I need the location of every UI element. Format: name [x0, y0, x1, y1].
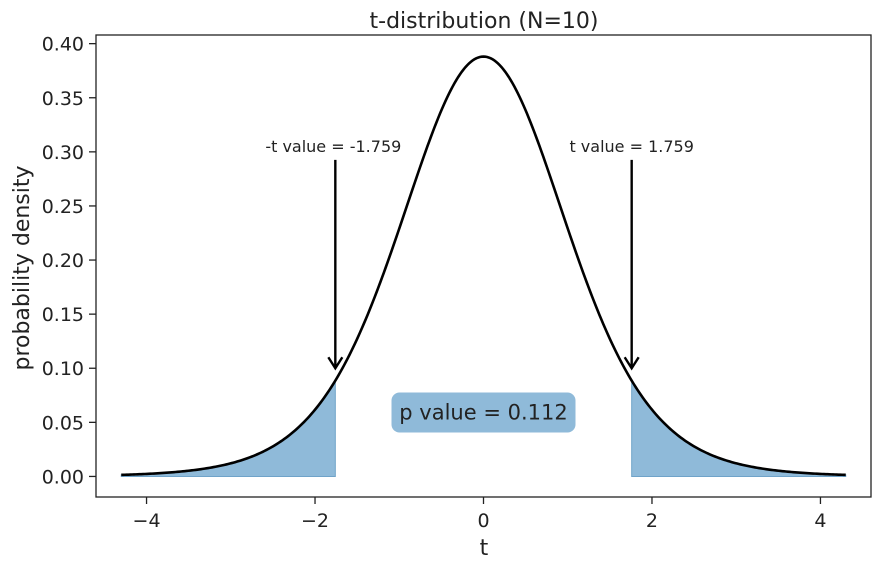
x-axis-label: t [480, 536, 489, 561]
y-axis-ticks: 0.00 0.05 0.10 0.15 0.20 0.25 0.30 0.35 0.40 [42, 34, 96, 488]
x-tick-label: 4 [814, 510, 826, 532]
p-value-label: p value = 0.112 [399, 401, 567, 425]
x-axis-ticks: −4 −2 0 2 4 [133, 497, 827, 532]
plot-area: -t value = -1.759 t value = 1.759 p valu… [120, 55, 847, 477]
y-tick-label: 0.20 [42, 250, 84, 272]
y-tick-label: 0.25 [42, 196, 84, 218]
arrow-head [623, 356, 640, 371]
t-density-curve [121, 55, 846, 477]
y-tick-label: 0.00 [42, 466, 84, 488]
y-tick-label: 0.15 [42, 304, 84, 326]
left-t-value-arrow [327, 159, 344, 371]
y-tick-label: 0.10 [42, 358, 84, 380]
left-tail-shading [120, 378, 336, 477]
x-tick-label: 2 [646, 510, 658, 532]
p-value-box [391, 392, 576, 433]
chart-title: t-distribution (N=10) [370, 9, 599, 34]
right-t-value-arrow [623, 159, 640, 371]
y-axis-label: probability density [10, 165, 35, 370]
right-tail-shading [631, 378, 847, 477]
y-tick-label: 0.30 [42, 142, 84, 164]
y-tick-label: 0.40 [42, 34, 84, 56]
x-tick-label: −4 [133, 510, 161, 532]
right-t-value-annotation: t value = 1.759 [569, 137, 693, 156]
left-t-value-annotation: -t value = -1.759 [265, 137, 401, 156]
y-tick-label: 0.35 [42, 88, 84, 110]
y-tick-label: 0.05 [42, 412, 84, 434]
x-tick-label: 0 [477, 510, 489, 532]
x-tick-label: −2 [301, 510, 329, 532]
arrow-head [327, 356, 344, 371]
